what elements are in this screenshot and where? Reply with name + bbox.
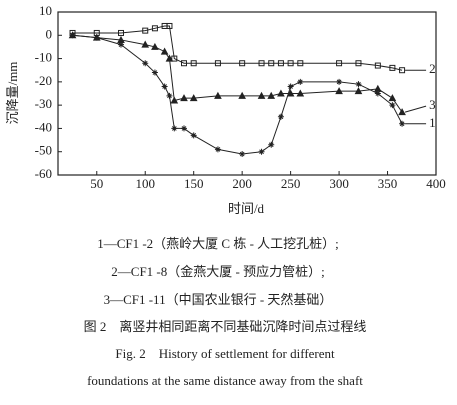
series-line xyxy=(72,25,403,71)
marker xyxy=(388,94,397,102)
marker xyxy=(355,60,362,67)
marker xyxy=(335,87,343,95)
marker xyxy=(268,60,275,67)
marker xyxy=(181,125,187,132)
marker xyxy=(190,132,197,139)
marker xyxy=(171,125,178,132)
marker xyxy=(355,81,362,88)
x-tick-label: 150 xyxy=(184,176,204,191)
marker xyxy=(142,27,149,34)
caption-note: 1—CF1 -2（燕岭大厦 C 栋 - 人工挖孔桩）; xyxy=(97,236,339,251)
x-tick-label: 100 xyxy=(135,176,155,191)
caption-title: 图 2 离竖井相同距离不同基础沉降时间点过程线 xyxy=(84,319,367,334)
marker xyxy=(118,29,124,36)
marker xyxy=(239,60,246,67)
marker xyxy=(277,89,285,97)
marker xyxy=(277,113,284,120)
marker xyxy=(142,60,149,67)
marker xyxy=(151,42,159,50)
y-tick-label: 10 xyxy=(39,3,52,18)
marker xyxy=(399,120,406,127)
marker xyxy=(354,87,363,95)
marker xyxy=(141,40,150,48)
y-tick-label: -50 xyxy=(35,143,52,158)
y-axis-label: 沉降量/mm xyxy=(5,62,20,125)
marker xyxy=(287,60,294,67)
caption-title-en: foundations at the same distance away fr… xyxy=(87,373,363,388)
x-tick-label: 400 xyxy=(426,176,446,191)
marker xyxy=(374,84,382,92)
y-tick-label: -60 xyxy=(35,166,52,181)
marker xyxy=(258,148,265,155)
marker xyxy=(296,89,305,97)
caption-note: 3—CF1 -11（中国农业银行 - 天然基础） xyxy=(104,292,333,307)
series-line xyxy=(72,34,403,113)
marker xyxy=(239,151,246,158)
caption-note: 2—CF1 -8（金燕大厦 - 预应力管桩）; xyxy=(111,264,324,279)
marker xyxy=(399,67,406,74)
x-tick-label: 200 xyxy=(232,176,252,191)
x-tick-label: 350 xyxy=(378,176,398,191)
marker xyxy=(398,108,406,116)
series-label: 2 xyxy=(429,61,436,76)
plot-frame xyxy=(57,11,437,176)
marker xyxy=(171,55,178,62)
marker xyxy=(118,41,124,48)
marker xyxy=(238,91,246,99)
marker xyxy=(214,91,222,99)
marker xyxy=(161,83,168,90)
marker xyxy=(214,146,221,153)
marker xyxy=(287,83,294,90)
marker xyxy=(117,35,125,43)
marker xyxy=(214,60,221,67)
marker xyxy=(257,91,266,99)
marker xyxy=(68,31,77,39)
leader-line xyxy=(404,105,427,113)
marker xyxy=(151,25,158,32)
y-tick-label: 0 xyxy=(46,26,53,41)
marker xyxy=(92,33,101,41)
x-tick-label: 50 xyxy=(90,176,103,191)
x-tick-label: 250 xyxy=(281,176,301,191)
marker xyxy=(165,54,174,62)
y-tick-label: -40 xyxy=(35,119,52,134)
marker xyxy=(286,89,295,97)
marker xyxy=(374,62,381,69)
x-tick-label: 300 xyxy=(329,176,349,191)
x-axis-label: 时间/d xyxy=(228,201,265,216)
marker xyxy=(268,141,275,148)
series-label: 1 xyxy=(429,115,436,130)
marker xyxy=(166,22,173,29)
y-tick-label: -20 xyxy=(35,73,52,88)
marker xyxy=(277,60,284,67)
marker xyxy=(267,91,276,99)
series-label: 3 xyxy=(429,97,436,112)
marker xyxy=(166,92,173,99)
marker xyxy=(389,102,396,109)
y-tick-label: -10 xyxy=(35,50,52,65)
marker xyxy=(151,69,158,76)
series-line xyxy=(72,34,403,155)
marker xyxy=(374,90,381,97)
marker xyxy=(180,94,188,102)
marker xyxy=(258,60,265,67)
marker xyxy=(190,60,197,67)
marker xyxy=(336,78,343,85)
marker xyxy=(297,60,304,67)
marker xyxy=(389,64,396,71)
marker xyxy=(170,96,179,104)
marker xyxy=(181,60,187,67)
marker xyxy=(297,78,304,85)
caption-title-en: Fig. 2 History of settlement for differe… xyxy=(115,346,335,361)
marker xyxy=(189,94,198,102)
y-tick-label: -30 xyxy=(35,96,52,111)
marker xyxy=(160,47,169,55)
marker xyxy=(336,60,343,67)
